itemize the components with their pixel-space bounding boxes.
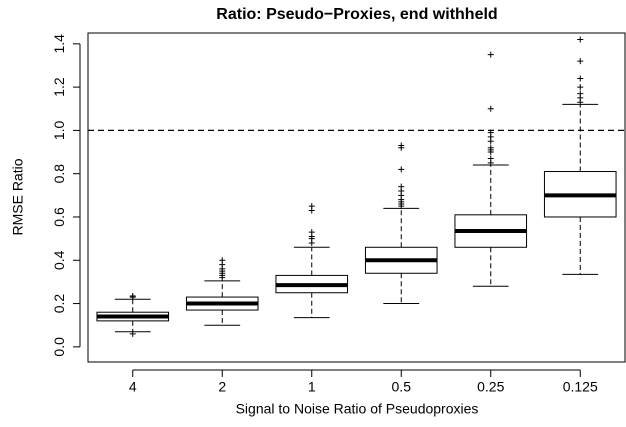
outlier xyxy=(577,75,584,82)
y-tick-label: 0.2 xyxy=(51,294,67,314)
plot-frame xyxy=(87,32,626,363)
y-tick-label: 0.8 xyxy=(51,164,67,184)
outlier xyxy=(487,105,494,112)
outlier xyxy=(398,183,405,190)
chart-title: Ratio: Pseudo−Proxies, end withheld xyxy=(216,6,497,23)
y-axis-label: RMSE Ratio xyxy=(10,158,26,235)
outlier xyxy=(398,142,405,149)
x-tick-label: 4 xyxy=(129,379,137,395)
outlier xyxy=(308,203,315,210)
y-tick-label: 1.2 xyxy=(51,77,67,97)
y-tick-label: 0.0 xyxy=(51,337,67,357)
x-axis-label: Signal to Noise Ratio of Pseudoproxies xyxy=(236,401,479,417)
outlier xyxy=(577,90,584,97)
x-tick-label: 0.125 xyxy=(563,379,598,395)
outlier xyxy=(577,84,584,91)
y-tick-label: 1.0 xyxy=(51,120,67,140)
x-tick-label: 0.25 xyxy=(477,379,504,395)
outlier xyxy=(487,155,494,162)
y-tick-label: 1.4 xyxy=(51,34,67,54)
outlier xyxy=(487,144,494,151)
y-tick-label: 0.6 xyxy=(51,207,67,227)
outlier xyxy=(487,51,494,58)
outlier xyxy=(129,292,136,299)
y-tick-label: 0.4 xyxy=(51,250,67,270)
x-tick-label: 1 xyxy=(308,379,316,395)
outlier xyxy=(487,129,494,136)
outlier xyxy=(129,330,136,337)
outlier xyxy=(219,257,226,264)
outlier xyxy=(577,58,584,65)
outlier xyxy=(308,229,315,236)
outlier xyxy=(398,166,405,173)
outlier xyxy=(577,36,584,43)
x-tick-label: 2 xyxy=(218,379,226,395)
x-tick-label: 0.5 xyxy=(392,379,412,395)
